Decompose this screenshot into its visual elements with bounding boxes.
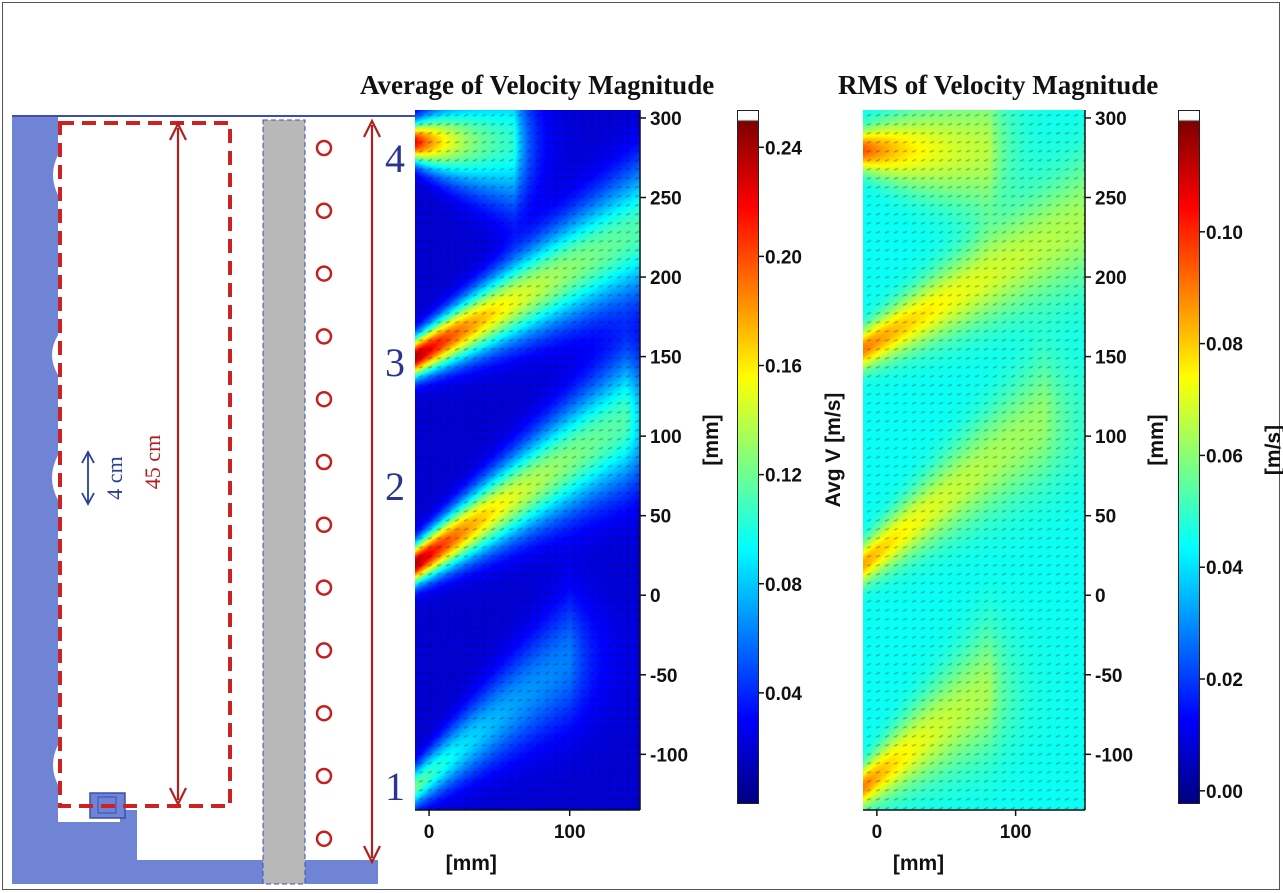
colorbar-tick-label: 0.02 bbox=[1206, 670, 1243, 691]
outlet-marker bbox=[315, 830, 333, 848]
colorbar-tick-label: 0.04 bbox=[765, 684, 802, 705]
outlet-markers bbox=[315, 139, 333, 848]
x-tick-label: 100 bbox=[554, 822, 586, 843]
outlet-marker bbox=[315, 328, 333, 345]
y-axis-label: [mm] bbox=[700, 414, 723, 465]
y-tick-label: 100 bbox=[1095, 427, 1127, 448]
inlet-label-3: 3 bbox=[385, 340, 405, 385]
inlet-notch-4 bbox=[53, 155, 58, 195]
height-label: 45 cm bbox=[140, 435, 165, 489]
rms-heatmap bbox=[863, 110, 1085, 810]
x-axis-label: [mm] bbox=[446, 852, 497, 875]
x-tick-label: 0 bbox=[424, 822, 435, 843]
y-tick-label: 50 bbox=[1095, 507, 1116, 528]
inlet-notch-2 bbox=[52, 455, 58, 500]
outlet-marker bbox=[315, 579, 333, 596]
x-axis-label: [mm] bbox=[893, 852, 944, 875]
y-tick-label: 300 bbox=[650, 109, 682, 130]
inlet-notch-3 bbox=[52, 335, 58, 375]
y-tick-label: 200 bbox=[1095, 268, 1127, 289]
y-tick-label: -100 bbox=[1095, 745, 1133, 766]
outlet-marker bbox=[315, 453, 333, 471]
inlet-label-1: 1 bbox=[385, 764, 405, 809]
colorbar-label: [m/s] bbox=[1262, 425, 1283, 475]
colorbar-tick-label: 0.20 bbox=[765, 247, 802, 268]
y-tick-label: 250 bbox=[650, 189, 682, 210]
colorbar-tick-label: 0.16 bbox=[765, 357, 802, 378]
y-axis-label: [mm] bbox=[1145, 414, 1168, 465]
rms-colorbar bbox=[1178, 110, 1200, 804]
colorbar-tick-label: 0.10 bbox=[1206, 223, 1243, 244]
x-tick-label: 0 bbox=[872, 822, 883, 843]
inlet-label-4: 4 bbox=[385, 136, 405, 181]
inlet-label-2: 2 bbox=[385, 464, 405, 509]
inlet-notch-1 bbox=[53, 745, 58, 785]
y-tick-label: 200 bbox=[650, 268, 682, 289]
chart-title-rms: RMS of Velocity Magnitude bbox=[838, 70, 1159, 100]
y-tick-label: 300 bbox=[1095, 109, 1127, 130]
tank-floor-right bbox=[300, 860, 378, 884]
spacing-label: 4 cm bbox=[102, 456, 127, 499]
y-tick-label: 100 bbox=[650, 427, 682, 448]
outlet-marker bbox=[315, 704, 333, 722]
average-colorbar bbox=[737, 110, 759, 804]
x-tick-label: 100 bbox=[1000, 822, 1032, 843]
colorbar-tick-label: 0.00 bbox=[1206, 782, 1243, 803]
y-tick-label: 0 bbox=[1095, 586, 1106, 607]
colorbar-tick-label: 0.24 bbox=[765, 138, 802, 159]
outlet-marker bbox=[315, 202, 333, 220]
outlet-marker bbox=[315, 390, 333, 408]
tank-wall bbox=[12, 116, 265, 884]
probe-column bbox=[262, 119, 306, 885]
chart-title-average: Average of Velocity Magnitude bbox=[360, 70, 715, 100]
colorbar-tick-label: 0.08 bbox=[1206, 335, 1243, 356]
colorbar-label: Avg V [m/s] bbox=[822, 393, 845, 508]
outlet-marker bbox=[315, 265, 333, 282]
y-tick-label: -50 bbox=[1095, 666, 1122, 687]
colorbar-tick-label: 0.12 bbox=[765, 466, 802, 487]
measurement-area bbox=[58, 121, 232, 808]
outlet-marker bbox=[315, 767, 333, 785]
outlet-marker bbox=[315, 516, 333, 534]
colorbar-tick-label: 0.08 bbox=[765, 575, 802, 596]
y-tick-label: -50 bbox=[650, 666, 677, 687]
colorbar-tick-label: 0.04 bbox=[1206, 558, 1243, 579]
y-tick-label: 0 bbox=[650, 586, 661, 607]
outlet-marker bbox=[315, 642, 333, 659]
y-tick-label: 50 bbox=[650, 507, 671, 528]
y-tick-label: 150 bbox=[1095, 348, 1127, 369]
y-tick-label: 250 bbox=[1095, 189, 1127, 210]
colorbar-tick-label: 0.06 bbox=[1206, 446, 1243, 467]
average-heatmap bbox=[415, 110, 640, 810]
outlet-marker bbox=[315, 139, 333, 157]
y-tick-label: 150 bbox=[650, 348, 682, 369]
y-tick-label: -100 bbox=[650, 745, 688, 766]
